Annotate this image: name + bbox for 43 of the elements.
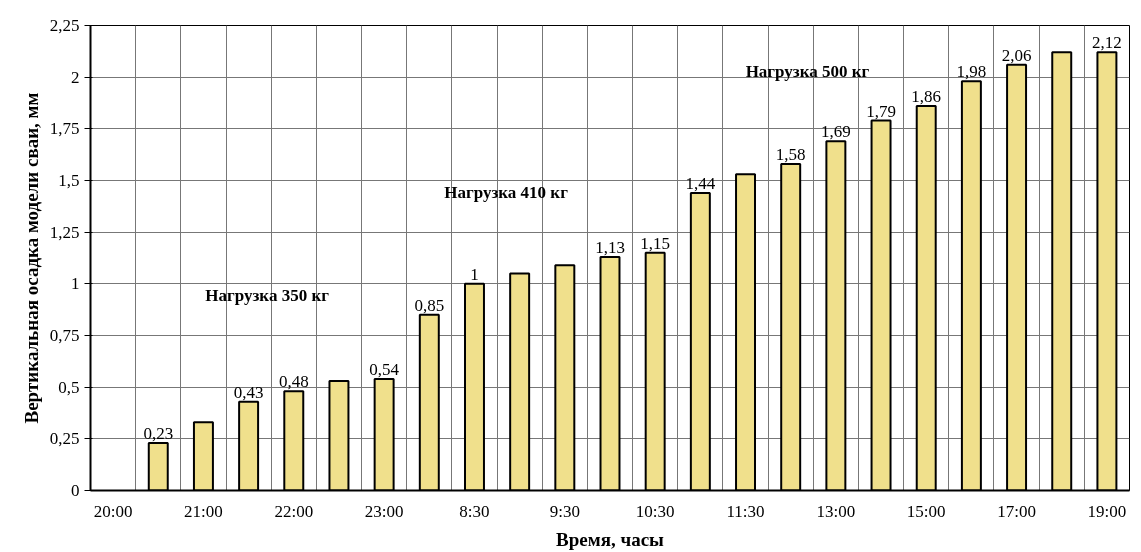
y-tick-label: 0,75	[49, 326, 80, 345]
x-tick-label: 19:00	[1087, 501, 1127, 521]
y-tick-label: 1,75	[49, 119, 80, 139]
y-tick-label: 1,5	[58, 171, 80, 190]
data-label: 0,48	[278, 372, 309, 392]
annotation: Нагрузка 350 кг	[205, 285, 330, 305]
data-label: 1,13	[595, 237, 625, 257]
data-label: 1,44	[685, 173, 716, 193]
data-label: 0,23	[143, 423, 174, 443]
x-tick-label: 20:00	[93, 501, 133, 521]
data-label: 2,12	[1092, 33, 1122, 53]
data-label: 1,86	[911, 87, 942, 107]
y-tick-label: 2	[71, 67, 80, 87]
y-tick-label: 0,25	[49, 429, 80, 449]
data-label: 2,06	[1001, 45, 1032, 65]
y-axis-title: Вертикальная осадка модели сваи, мм	[20, 92, 42, 424]
x-tick-label: 15:00	[906, 501, 946, 521]
annotation: Нагрузка 500 кг	[745, 62, 870, 82]
x-tick-label: 8:30	[459, 501, 490, 521]
y-tick-label: 1,25	[49, 222, 80, 242]
x-tick-label: 10:30	[635, 501, 675, 521]
y-tick-label: 0,5	[58, 377, 80, 397]
x-tick-label: 21:00	[184, 501, 223, 521]
data-label: 1,15	[640, 233, 671, 253]
data-label: 1,69	[820, 122, 851, 142]
data-label: 0,85	[414, 295, 445, 315]
annotation: Нагрузка 410 кг	[444, 183, 569, 203]
data-label: 1,58	[775, 144, 806, 164]
x-tick-label: 23:00	[364, 501, 404, 521]
x-axis-title: Время, часы	[556, 528, 665, 550]
y-tick-label: 1	[71, 274, 80, 294]
y-tick-label: 2,25	[49, 16, 80, 35]
y-tick-label: 0	[71, 481, 80, 500]
data-label: 1,98	[956, 62, 987, 82]
data-label: 0,43	[233, 382, 264, 402]
x-tick-label: 11:30	[726, 501, 765, 521]
x-tick-label: 9:30	[549, 501, 580, 521]
data-label: 0,54	[369, 359, 400, 379]
x-tick-label: 13:00	[816, 501, 856, 521]
x-tick-label: 22:00	[274, 501, 314, 521]
data-label: 1	[470, 264, 479, 284]
data-label: 1,79	[866, 101, 896, 121]
x-tick-label: 17:00	[997, 501, 1036, 521]
